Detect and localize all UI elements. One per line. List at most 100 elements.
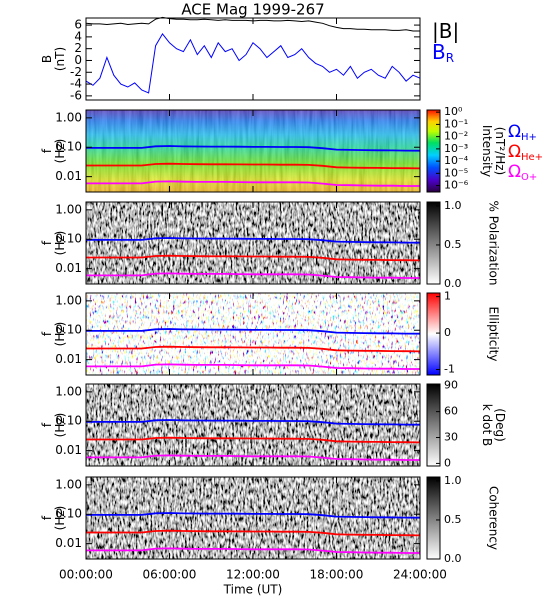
legend-label: BR (432, 40, 454, 65)
y-axis-label: f (40, 240, 54, 245)
series-line (86, 162, 421, 170)
y-axis-label: (Hz) (53, 322, 67, 347)
series-line (86, 237, 421, 244)
chart-title: ACE Mag 1999-267 (181, 1, 324, 19)
legend-name: B (432, 40, 446, 64)
colorbar-tick-label: 0.5 (444, 513, 462, 526)
y-tick-label: 1.00 (55, 384, 82, 398)
series-line (86, 272, 420, 279)
legend-label: ΩO+ (508, 162, 537, 183)
colorbar (426, 109, 441, 193)
colorbar-tick-label: 0 (444, 326, 451, 339)
y-tick-label: 6 (74, 18, 82, 32)
series-line (86, 419, 421, 426)
series-line (86, 254, 421, 262)
y-tick-label: 0 (74, 53, 82, 67)
legend-label: |B| (432, 19, 459, 43)
colorbar-label: Coherency (487, 486, 501, 550)
colorbar-tick-label: 0.0 (444, 277, 462, 290)
legend-name: Ω (508, 162, 521, 182)
y-tick-label: 0.01 (55, 536, 82, 550)
legend-name: Ω (508, 122, 521, 142)
y-axis-label: (nT) (53, 47, 67, 71)
colorbar (426, 201, 441, 285)
y-tick-label: 1.00 (55, 293, 82, 307)
colorbar (426, 476, 441, 560)
legend-subscript: R (446, 51, 454, 65)
legend-label: ΩHe+ (508, 142, 543, 163)
y-axis-label: (Hz) (53, 231, 67, 256)
y-tick-label: -6 (70, 88, 82, 102)
y-tick-label: 0.01 (55, 169, 82, 183)
legend-subscript: O+ (521, 172, 537, 183)
colorbar-tick-label: 1 (444, 290, 451, 303)
series-line (86, 180, 420, 187)
colorbar-label: Ellipticity (487, 307, 501, 362)
y-tick-label: 4 (74, 29, 82, 43)
x-tick-label: 24:00:00 (393, 568, 447, 582)
y-tick-label: 0.10 (55, 414, 82, 428)
series-line (86, 512, 421, 519)
colorbar-label: k dot B (480, 404, 494, 446)
colorbar-tick-label: 60 (444, 405, 458, 418)
colorbar-label: (Deg) (493, 408, 507, 442)
x-tick-label: 06:00:00 (143, 568, 197, 582)
y-tick-label: 0.10 (55, 507, 82, 521)
colorbar-tick-label: 0.5 (444, 238, 462, 251)
colorbar-tick-label: -1 (444, 363, 455, 376)
colorbar (426, 292, 441, 376)
colorbar-label: % Polarization (487, 201, 501, 286)
colorbar-tick-label: 0 (444, 456, 451, 469)
colorbar-tick-label: 1.0 (444, 474, 462, 487)
colorbar-tick-label: 90 (444, 379, 458, 392)
colorbar-tick-label: 30 (444, 431, 458, 444)
series-line (86, 547, 420, 554)
colorbar-tick-label: 10⁰ (444, 105, 463, 118)
colorbar (426, 383, 441, 467)
colorbar-tick-label: 0.0 (444, 552, 462, 565)
y-tick-label: 1.00 (55, 110, 82, 124)
legend-subscript: He+ (521, 152, 543, 163)
x-tick-label: 18:00:00 (310, 568, 364, 582)
y-axis-label: (Hz) (53, 506, 67, 531)
y-tick-label: 0.10 (55, 140, 82, 154)
colorbar-label: (nT²/Hz) (493, 127, 507, 175)
legend-subscript: H+ (521, 132, 537, 143)
y-tick-label: 0.10 (55, 323, 82, 337)
colorbar-label: Intensity (480, 125, 494, 177)
x-tick-label: 12:00:00 (226, 568, 280, 582)
y-axis-label: f (40, 422, 54, 427)
series-line (86, 529, 421, 537)
y-tick-label: 2 (74, 41, 82, 55)
y-axis-label: f (40, 148, 54, 153)
legend-label: ΩH+ (508, 122, 537, 143)
x-tick-label: 00:00:00 (59, 568, 113, 582)
colorbar-tick-label: 10⁻³ (444, 142, 468, 155)
series-line (86, 328, 421, 335)
colorbar-tick-label: 10⁻¹ (444, 117, 468, 130)
y-tick-label: 0.01 (55, 443, 82, 457)
y-axis-label: f (40, 515, 54, 520)
series-line (86, 345, 421, 353)
y-axis-label: f (40, 331, 54, 336)
colorbar-tick-label: 10⁻⁴ (444, 154, 469, 167)
series-line (86, 363, 420, 370)
y-axis-label: (Hz) (53, 413, 67, 438)
y-tick-label: 0.01 (55, 261, 82, 275)
y-tick-label: 1.00 (55, 477, 82, 491)
legend-name: |B| (432, 19, 459, 43)
x-axis-label: Time (UT) (223, 583, 283, 597)
series-line (86, 145, 421, 152)
y-axis-label: (Hz) (53, 139, 67, 164)
series-line (86, 454, 420, 461)
legend-name: Ω (508, 142, 521, 162)
plot-background (86, 18, 420, 100)
series-line (85, 33, 421, 94)
y-tick-label: -4 (70, 77, 82, 91)
y-axis-label: B (40, 55, 54, 63)
y-tick-label: 0.10 (55, 232, 82, 246)
colorbar-tick-label: 10⁻² (444, 130, 468, 143)
y-tick-label: 0.01 (55, 352, 82, 366)
colorbar-tick-label: 10⁻⁵ (444, 166, 468, 179)
